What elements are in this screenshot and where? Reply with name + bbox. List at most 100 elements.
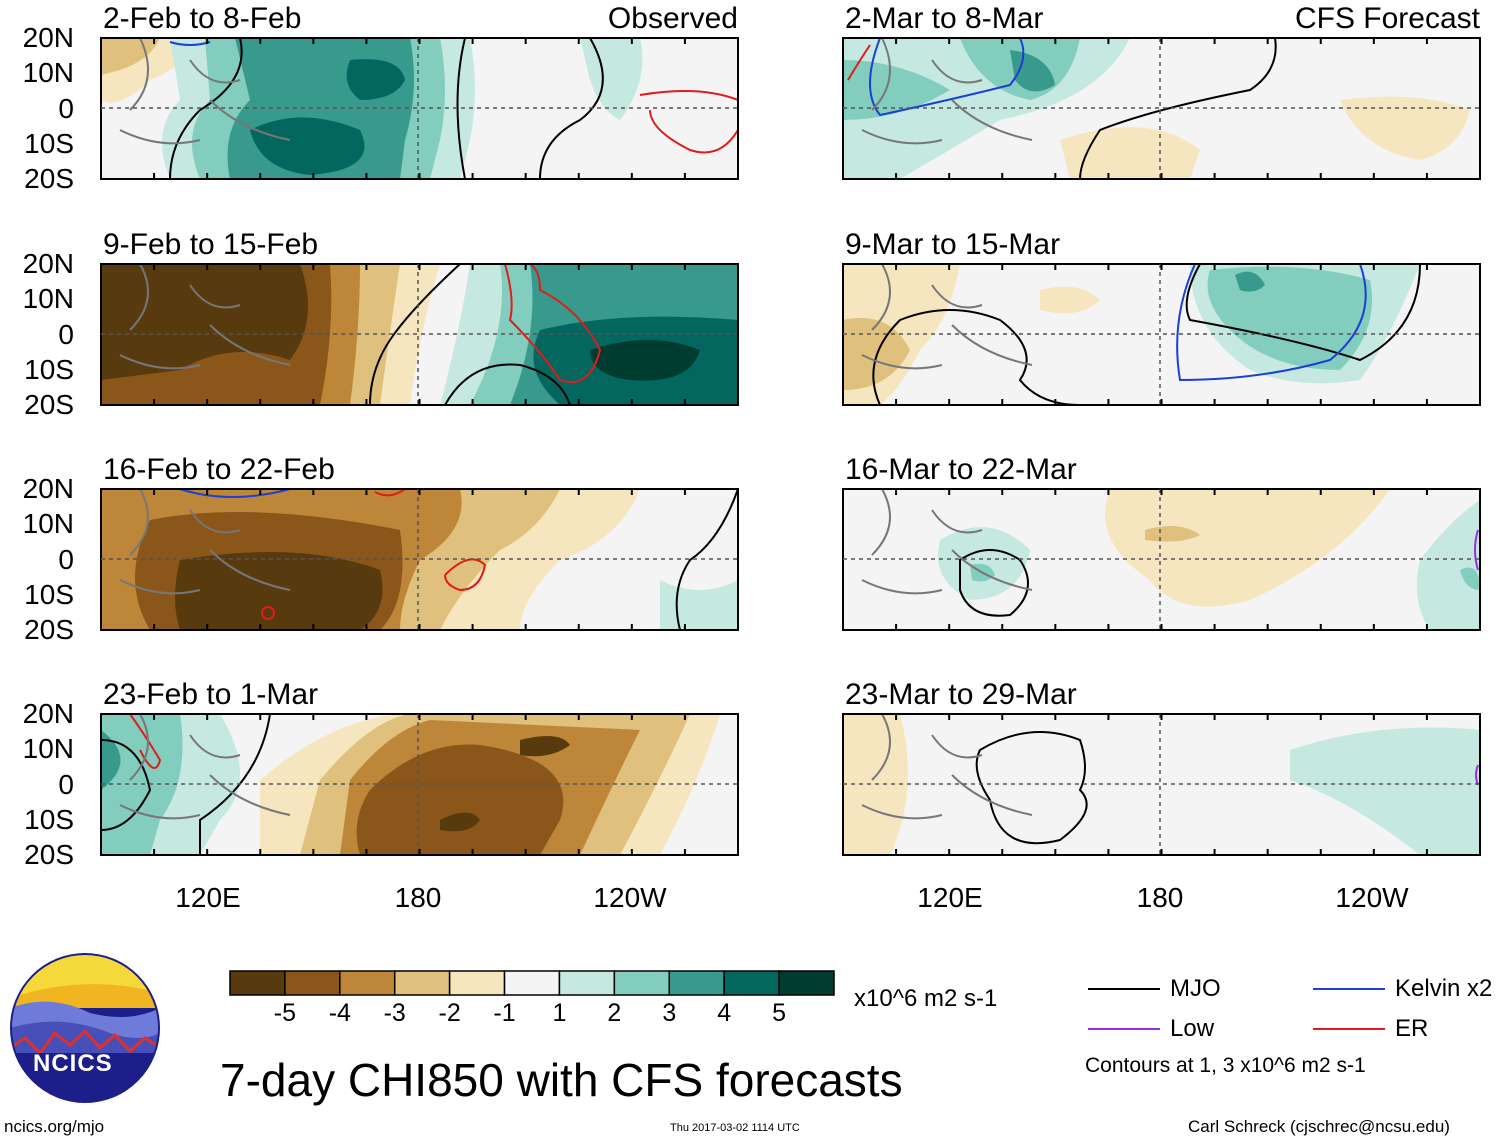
lat-label: 0	[58, 543, 74, 575]
lat-label: 20S	[24, 614, 74, 645]
panel-title-right-2: 9-Mar to 15-Mar	[845, 228, 1061, 261]
mjo-contour	[959, 549, 1029, 617]
colorbar-units: x10^6 m2 s-1	[854, 985, 998, 1012]
shade-pos4-area	[346, 59, 405, 100]
lat-label: 10S	[24, 803, 74, 835]
kelvin-contour	[179, 489, 291, 498]
panel-forecast-3	[843, 489, 1480, 630]
shade-pos1-east	[580, 38, 643, 120]
colorbar-tick-label: 3	[662, 999, 677, 1027]
panel-observed-4	[101, 714, 738, 855]
mjo-contour-2	[456, 38, 466, 179]
lat-label: 20N	[22, 698, 74, 729]
observed-label: Observed	[607, 2, 738, 35]
colorbar-bin	[723, 970, 780, 996]
colorbar-bin	[339, 970, 396, 996]
panel-observed-2	[101, 264, 738, 405]
lon-label-120w-left: 120W	[593, 882, 667, 913]
er-contour	[129, 714, 162, 769]
panel-title-right-3: 16-Mar to 22-Mar	[845, 453, 1077, 486]
mjo-contour-2	[1185, 264, 1421, 362]
lat-label: 20S	[24, 389, 74, 420]
mjo-contour	[169, 38, 243, 179]
colorbar-tick-label: -5	[273, 999, 297, 1027]
panel-forecast-2	[843, 264, 1480, 405]
colorbar-bin	[503, 970, 561, 996]
colorbar-tick-label: -4	[328, 999, 351, 1027]
colorbar-bin	[284, 970, 341, 996]
kelvin-contour	[869, 38, 1025, 117]
legend-line-mjo	[1088, 988, 1160, 990]
low-contour	[1474, 529, 1479, 571]
colorbar-bin	[778, 970, 835, 996]
kelvin-contour	[1176, 264, 1367, 382]
mjo-contour	[101, 739, 152, 831]
colorbar-tick-label: 4	[717, 999, 732, 1027]
panel-title-left-2: 9-Feb to 15-Feb	[103, 228, 319, 261]
panel-title-right-4: 23-Mar to 29-Mar	[845, 678, 1077, 711]
footer-author: Carl Schreck (cjschrec@ncsu.edu)	[1188, 1117, 1450, 1136]
lat-label: 0	[58, 92, 74, 124]
colorbar-tick-label: -2	[438, 999, 461, 1027]
colorbar-bin	[613, 970, 671, 996]
lat-label: 20S	[24, 839, 74, 870]
legend-label: Low	[1170, 1015, 1215, 1042]
mjo-contour	[675, 489, 738, 630]
er-contour-small	[261, 606, 275, 620]
colorbar-bin	[668, 970, 725, 996]
legend-line-kelvin-x2	[1313, 988, 1385, 990]
er-contour	[444, 558, 487, 592]
mjo-contour	[975, 731, 1088, 845]
er-contour-2	[374, 489, 406, 497]
lon-label-120e-right: 120E	[917, 882, 983, 913]
legend-label: Kelvin x2	[1395, 975, 1493, 1002]
legend-label: MJO	[1170, 975, 1221, 1002]
reference-lines	[101, 38, 1480, 855]
lat-label: 10N	[22, 733, 74, 765]
shade-pos4-south	[250, 117, 365, 175]
shade-neg2-area	[101, 38, 160, 75]
legend-line-er	[1313, 1028, 1385, 1030]
colorbar-tick-label: -3	[383, 999, 406, 1027]
lon-label-180-left: 180	[394, 882, 442, 913]
mjo-contour	[369, 264, 461, 405]
coastlines	[119, 37, 1033, 820]
logo-text: NCICS	[33, 1050, 113, 1077]
colorbar-tick-label: 2	[607, 999, 622, 1027]
legend-line-low	[1088, 1028, 1160, 1030]
lat-label: 20N	[22, 22, 74, 53]
lat-label: 10N	[22, 283, 74, 315]
lon-label-120w-right: 120W	[1335, 882, 1409, 913]
colorbar	[229, 970, 835, 996]
mjo-contour-3	[539, 38, 604, 179]
panel-title-right-1: 2-Mar to 8-Mar	[845, 2, 1044, 35]
lat-label: 0	[58, 318, 74, 350]
mjo-contour-2	[199, 714, 271, 855]
lat-label: 0	[58, 768, 74, 800]
panel-observed-1	[101, 38, 738, 179]
lat-label: 20N	[22, 248, 74, 279]
lon-label-120e-left: 120E	[175, 882, 241, 913]
mjo-contour-2	[444, 363, 571, 405]
panel-title-left-3: 16-Feb to 22-Feb	[103, 453, 335, 486]
lat-label: 20N	[22, 473, 74, 504]
forecast-label: CFS Forecast	[1294, 2, 1480, 35]
page-title: 7-day CHI850 with CFS forecasts	[220, 1054, 903, 1106]
lon-label-180-right: 180	[1136, 882, 1184, 913]
legend-note: Contours at 1, 3 x10^6 m2 s-1	[1085, 1054, 1366, 1077]
lat-label: 10S	[24, 353, 74, 385]
colorbar-bin	[229, 970, 286, 996]
lat-label: 10S	[24, 578, 74, 610]
panel-forecast-1	[843, 38, 1480, 179]
panel-observed-3	[101, 489, 738, 630]
ncics-logo	[10, 953, 160, 1103]
colorbar-bin	[558, 970, 616, 996]
mjo-contour	[872, 309, 1081, 405]
colorbar-tick-label: 1	[552, 999, 567, 1027]
er-contour	[504, 264, 602, 383]
footer-timestamp: Thu 2017-03-02 1114 UTC	[670, 1122, 800, 1134]
panel-title-left-1: 2-Feb to 8-Feb	[103, 2, 302, 35]
mjo-contour	[1079, 38, 1277, 179]
lat-label: 10N	[22, 57, 74, 89]
